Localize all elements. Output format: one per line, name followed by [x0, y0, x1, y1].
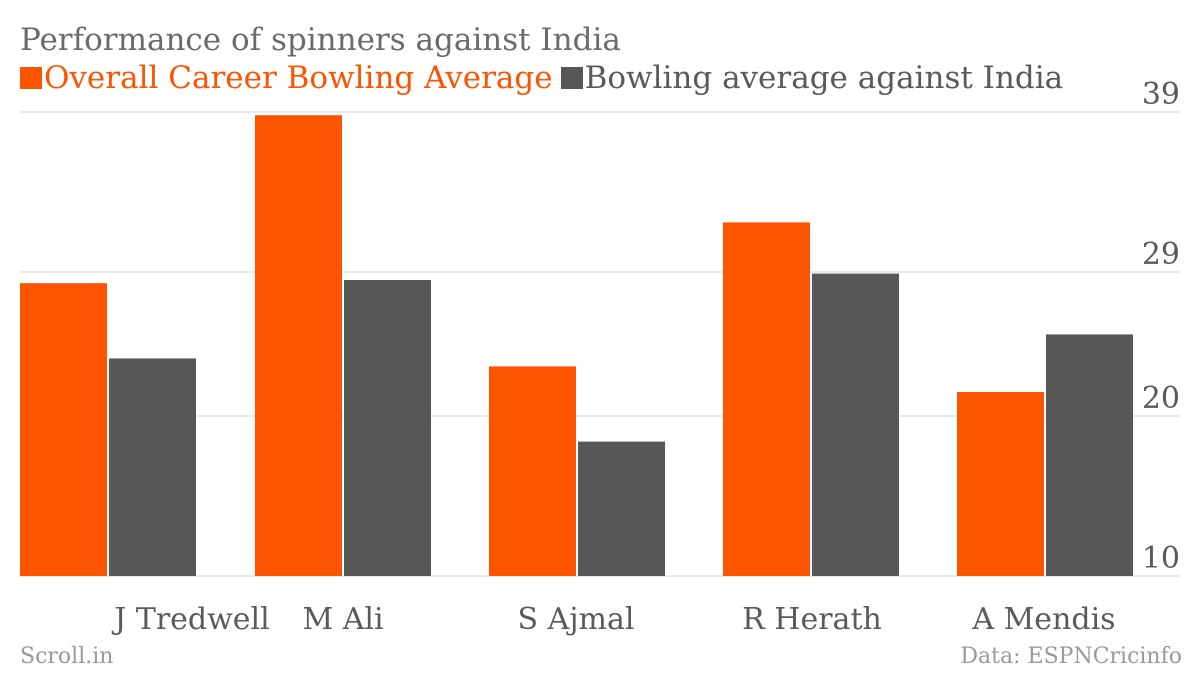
- x-tick-label-r-herath: R Herath: [742, 602, 882, 637]
- legend-item-india: Bowling average against India: [560, 60, 1064, 96]
- legend-swatch-career: [20, 67, 42, 89]
- bar-india-s-ajmal: [578, 441, 665, 576]
- bar-india-j-tredwell: [109, 358, 196, 576]
- bar-india-m-ali: [344, 280, 431, 576]
- legend: Overall Career Bowling Average Bowling a…: [20, 60, 1071, 96]
- bar-career-r-herath: [723, 222, 810, 576]
- bar-india-a-mendis: [1046, 334, 1133, 576]
- source-brand: Scroll.in: [20, 644, 114, 669]
- y-tick-label-39: 39: [1142, 77, 1180, 112]
- bar-india-r-herath: [812, 273, 899, 576]
- legend-label-career: Overall Career Bowling Average: [44, 60, 553, 96]
- y-tick-label-29: 29: [1142, 237, 1180, 272]
- chart-title: Performance of spinners against India: [20, 22, 621, 58]
- x-tick-label-m-ali: M Ali: [302, 602, 383, 637]
- y-tick-label-20: 20: [1142, 381, 1180, 416]
- bar-career-a-mendis: [957, 392, 1044, 576]
- y-tick-label-10: 10: [1142, 541, 1180, 576]
- bar-career-j-tredwell: [20, 283, 107, 576]
- legend-swatch-india: [560, 67, 583, 89]
- x-tick-label-a-mendis: A Mendis: [971, 602, 1115, 637]
- x-tick-label-s-ajmal: S Ajmal: [518, 602, 635, 637]
- bar-career-m-ali: [255, 115, 342, 576]
- legend-item-career: Overall Career Bowling Average: [20, 60, 553, 96]
- legend-label-india: Bowling average against India: [584, 60, 1064, 96]
- data-source: Data: ESPNCricinfo: [960, 644, 1182, 669]
- x-tick-label-j-tredwell: J Tredwell: [111, 602, 270, 637]
- bar-career-s-ajmal: [489, 366, 576, 576]
